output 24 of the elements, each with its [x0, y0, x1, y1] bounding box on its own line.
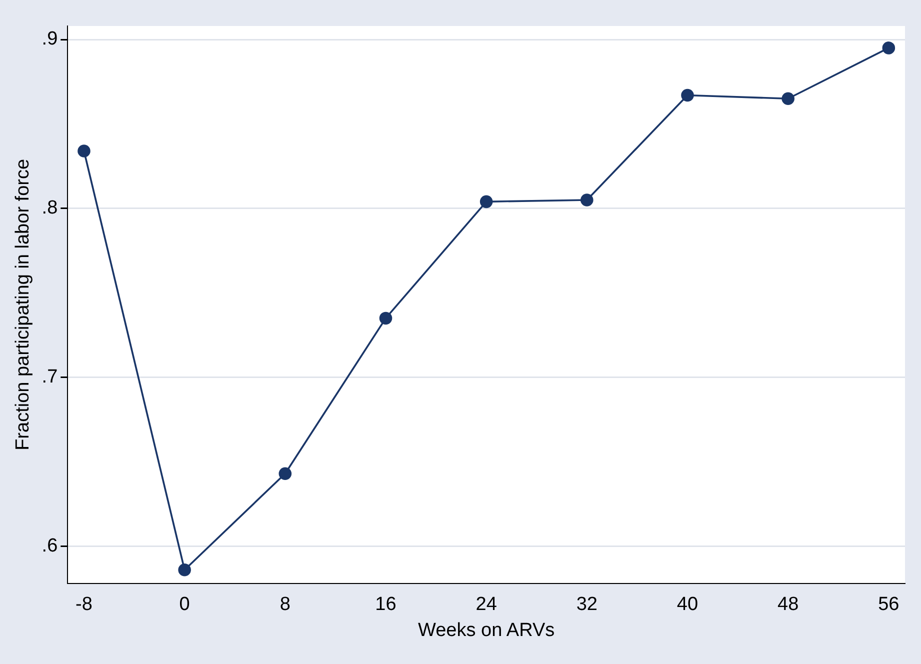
- x-tick-label: 32: [576, 594, 598, 616]
- x-tick-label: 16: [375, 594, 396, 616]
- point: [278, 467, 292, 480]
- y-tick-label: .9: [42, 28, 58, 50]
- y-tick-label: .7: [42, 366, 58, 388]
- y-axis-title: Fraction participating in labor force: [12, 158, 34, 450]
- point: [178, 563, 191, 576]
- point: [681, 88, 694, 102]
- x-tick-label: 0: [179, 594, 190, 616]
- y-tick-label: .6: [42, 535, 58, 556]
- point: [480, 195, 493, 208]
- x-tick-label: 24: [476, 594, 498, 616]
- x-tick-label: 40: [676, 594, 698, 616]
- point: [580, 194, 594, 206]
- point: [882, 42, 896, 54]
- point: [379, 312, 392, 325]
- x-axis-title: Weeks on ARVs: [418, 620, 555, 641]
- x-tick-label: -8: [76, 594, 92, 616]
- x-tick-label: 8: [280, 594, 290, 616]
- y-tick-label: .8: [42, 198, 58, 219]
- point: [782, 92, 794, 106]
- point: [78, 144, 90, 158]
- x-tick-label: 48: [778, 594, 799, 616]
- x-tick-label: 56: [878, 594, 900, 616]
